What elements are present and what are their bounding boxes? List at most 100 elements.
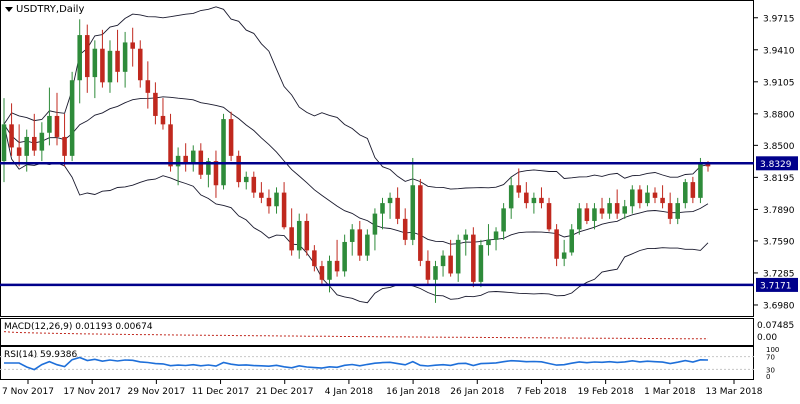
collapse-triangle-icon[interactable] xyxy=(5,7,13,12)
candle-body xyxy=(410,185,416,240)
time-tick-label: 17 Nov 2017 xyxy=(63,387,121,397)
level-label-box xyxy=(756,156,798,171)
level-label: 3.8329 xyxy=(760,160,792,170)
candle-body xyxy=(107,50,113,83)
candle-body xyxy=(652,192,658,198)
candle-body xyxy=(698,164,703,198)
price-tick-label: 3.7590 xyxy=(763,237,795,247)
candle-body xyxy=(266,197,272,207)
candle-body xyxy=(221,119,226,186)
candle-body xyxy=(168,124,173,167)
time-tick-label: 19 Feb 2018 xyxy=(578,387,634,397)
candle-body xyxy=(660,197,665,204)
candle-body xyxy=(387,197,393,204)
candle-body xyxy=(531,197,537,204)
time-tick-label: 29 Nov 2017 xyxy=(128,387,186,397)
candle-body xyxy=(304,220,310,251)
candle-body xyxy=(539,197,544,204)
candle-body xyxy=(32,136,37,151)
candle-body xyxy=(9,124,14,148)
time-tick-label: 13 Mar 2018 xyxy=(705,387,762,397)
candles xyxy=(1,19,711,303)
price-tick-label: 3.7890 xyxy=(763,206,795,216)
candle-body xyxy=(62,136,67,156)
candle-body xyxy=(1,124,7,162)
macd-panel xyxy=(3,331,708,340)
bollinger-bands xyxy=(3,6,709,304)
time-tick-label: 7 Feb 2018 xyxy=(516,387,567,397)
candle-body xyxy=(599,208,605,214)
candle-body xyxy=(675,203,680,219)
candle-body xyxy=(622,206,628,214)
macd-axis-bottom: 0.00 xyxy=(757,333,777,343)
candle-body xyxy=(501,208,506,232)
candle-body xyxy=(137,48,143,81)
candle-body xyxy=(440,255,446,267)
upper-band xyxy=(3,6,709,190)
price-tick-label: 3.9410 xyxy=(763,46,795,56)
candle-body xyxy=(349,229,355,242)
candle-body xyxy=(380,203,385,214)
macd-signal-line xyxy=(3,331,708,340)
rsi-tick-label: 100 xyxy=(766,346,779,354)
candle-body xyxy=(289,227,294,251)
price-tick-label: 3.7285 xyxy=(763,269,795,279)
horizontal-levels: 3.8329 3.7171 xyxy=(0,156,798,292)
price-tick-label: 3.9715 xyxy=(763,14,795,24)
candle-body xyxy=(77,35,82,81)
candle-body xyxy=(24,136,29,156)
candle-body xyxy=(54,115,60,137)
candle-body xyxy=(690,182,696,198)
rsi-tick-label: 70 xyxy=(766,354,775,362)
main-panel-frame xyxy=(0,0,754,317)
candle-body xyxy=(122,42,128,72)
candle-body xyxy=(705,164,711,167)
price-tick-label: 3.6980 xyxy=(763,301,795,311)
candle-body xyxy=(236,155,241,183)
candle-body xyxy=(516,185,522,193)
macd-label: MACD(12,26,9) 0.01193 0.00674 xyxy=(4,322,153,332)
time-tick-label: 4 Jan 2018 xyxy=(325,387,373,397)
candle-body xyxy=(546,203,552,230)
candle-body xyxy=(524,192,529,204)
candle-body xyxy=(213,161,219,186)
candle-body xyxy=(251,176,257,193)
candle-body xyxy=(637,189,643,204)
candle-body xyxy=(395,197,400,219)
candle-body xyxy=(493,231,499,240)
time-axis: 7 Nov 2017 17 Nov 2017 29 Nov 2017 11 Dec 2… xyxy=(2,380,763,397)
level-label: 3.7171 xyxy=(760,281,792,291)
candle-body xyxy=(84,35,90,78)
candle-body xyxy=(145,80,151,93)
candle-body xyxy=(645,192,650,204)
candle-body xyxy=(463,234,469,240)
candle-body xyxy=(39,132,45,151)
price-tick-label: 3.8500 xyxy=(763,142,795,152)
candle-body xyxy=(115,50,120,72)
candle-body xyxy=(100,48,105,83)
price-tick-label: 3.8800 xyxy=(763,110,795,120)
candle-body xyxy=(259,192,264,198)
middle-band xyxy=(3,96,709,245)
candle-body xyxy=(365,234,370,256)
candle-body xyxy=(130,42,135,49)
candle-body xyxy=(47,115,52,133)
candle-body xyxy=(471,234,476,282)
candle-body xyxy=(16,147,22,156)
candle-body xyxy=(577,208,582,230)
candle-body xyxy=(402,218,408,240)
candle-body xyxy=(206,161,211,175)
candle-body xyxy=(319,266,325,280)
candle-body xyxy=(683,182,688,204)
candle-body xyxy=(486,239,491,246)
time-tick-label: 7 Nov 2017 xyxy=(2,387,54,397)
candle-body xyxy=(607,203,612,214)
candle-body xyxy=(667,203,673,219)
candle-body xyxy=(592,208,597,221)
lower-band xyxy=(3,124,709,304)
candle-body xyxy=(372,213,378,235)
price-tick-label: 3.9105 xyxy=(763,78,795,88)
candle-body xyxy=(243,176,249,183)
